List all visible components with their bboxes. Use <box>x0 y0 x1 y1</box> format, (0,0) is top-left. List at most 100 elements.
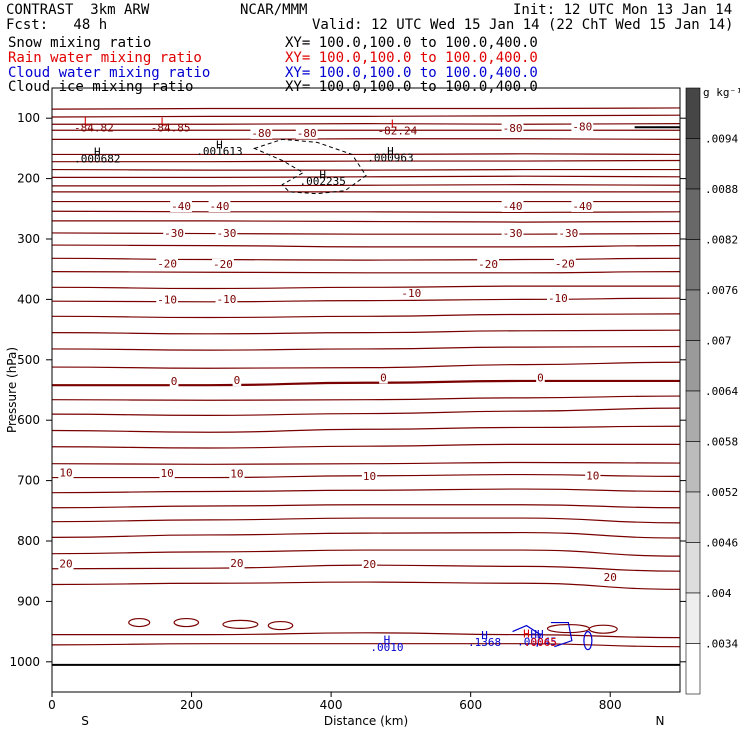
colorbar-units: g kg⁻¹ <box>703 86 740 99</box>
isotherm-line <box>51 517 681 524</box>
contour-label-bg <box>58 467 74 479</box>
isotherm-line <box>51 632 681 639</box>
isotherm-line <box>51 107 681 110</box>
legend-cloud-water-name: Cloud water mixing ratio <box>8 65 211 81</box>
south-label: S <box>81 714 89 728</box>
colorbar-swatch <box>685 441 701 493</box>
isotherm-contours <box>51 107 681 666</box>
contour-label-bg <box>250 127 273 139</box>
contour-label: 0 <box>380 372 387 385</box>
contour-label: .00045 <box>517 635 557 648</box>
contour-label: -80 <box>572 120 592 133</box>
colorbar-tick-label: .0076 <box>705 284 738 297</box>
contour-label-bg <box>232 374 242 386</box>
colorbar-tick-label: .0046 <box>705 537 738 550</box>
contour-label: -10 <box>217 293 237 306</box>
contour-label: H <box>216 138 223 151</box>
isotherm-line <box>51 257 681 261</box>
contour-label-bg <box>212 258 234 270</box>
contour-label: H <box>94 146 101 159</box>
isotherm-line <box>51 285 680 290</box>
contour-label-bg <box>400 287 423 299</box>
isotherm-line <box>52 184 681 187</box>
x-tick-label: 400 <box>320 698 343 712</box>
isotherm-line <box>51 297 681 303</box>
legend-cloud-ice-name: Cloud ice mixing ratio <box>8 79 194 95</box>
isotherm-line <box>51 271 681 274</box>
y-tick-label: 900 <box>17 594 40 608</box>
contour-label-bg <box>229 557 245 569</box>
x-tick-label: 600 <box>459 698 482 712</box>
contour-label-bg <box>208 201 231 213</box>
north-label: N <box>656 714 665 728</box>
contour-label-bg <box>169 376 179 388</box>
colorbar-swatch <box>685 87 701 139</box>
plot-frame <box>51 87 681 693</box>
contour-label-bg <box>553 258 576 270</box>
contour-label: -80 <box>251 127 271 140</box>
contour-label-bg <box>215 228 238 240</box>
legend-cloud-water-xy: XY= 100.0,100.0 to 100.0,400.0 <box>285 65 538 81</box>
legend-snow-xy: XY= 100.0,100.0 to 100.0,400.0 <box>285 35 538 51</box>
colorbar-swatch <box>685 491 701 543</box>
isotherm-line <box>51 643 681 648</box>
contour-label: L <box>391 117 398 130</box>
contour-label: HH <box>530 628 543 641</box>
isotherm-line <box>52 379 680 387</box>
center-title: NCAR/MMM <box>240 2 308 18</box>
x-tick-label: 800 <box>599 698 622 712</box>
contour-label-bg <box>557 228 580 240</box>
contour-label: 10 <box>161 467 174 480</box>
x-tick-label: 200 <box>180 698 203 712</box>
y-tick-label: 100 <box>17 111 40 125</box>
isotherm-line <box>51 488 681 494</box>
legend-rain-xy: XY= 100.0,100.0 to 100.0,400.0 <box>285 50 538 66</box>
y-tick-label: 200 <box>17 172 40 186</box>
contour-label: -30 <box>503 227 523 240</box>
isotherm-line <box>51 407 681 416</box>
contour-label-bg <box>571 121 594 133</box>
contour-label-bg <box>170 201 192 213</box>
colorbar-swatch <box>685 542 701 594</box>
y-tick-label: 300 <box>17 232 40 246</box>
contour-label: 20 <box>230 557 243 570</box>
contour-label: .002235 <box>300 175 346 188</box>
contour-label: -80 <box>297 127 317 140</box>
valid-time: Valid: 12 UTC Wed 15 Jan 14 (22 ChT Wed … <box>312 17 734 33</box>
contour-label: -82.24 <box>378 125 418 138</box>
colorbar-tick-label: .0082 <box>705 234 738 247</box>
colorbar-tick-label: .004 <box>705 587 732 600</box>
colorbar-swatch <box>685 340 701 392</box>
colorbar-tick-label: .0094 <box>705 133 738 146</box>
isotherm-line <box>51 395 681 401</box>
contour-label-bg <box>536 372 545 384</box>
contour-label: .001613 <box>196 145 242 158</box>
contour-label: 20 <box>604 571 617 584</box>
colorbar-swatch <box>685 239 701 291</box>
contour-label: -40 <box>210 200 230 213</box>
contour-label: -40 <box>572 200 592 213</box>
colorbar-tick-label: .0088 <box>705 183 738 196</box>
colorbar-tick-label: .0064 <box>705 385 738 398</box>
isotherm-line <box>51 313 681 319</box>
contour-label: H <box>523 628 530 641</box>
contour-label: H <box>387 145 394 158</box>
legend-rain-name: Rain water mixing ratio <box>8 50 202 66</box>
contour-label: H <box>384 634 391 647</box>
forecast-hour: Fcst: 48 h <box>6 17 108 33</box>
contour-label: 0 <box>537 372 544 385</box>
colorbar-swatch <box>685 643 701 695</box>
isotherm-line <box>51 504 681 509</box>
contour-label: 20 <box>59 558 72 571</box>
low-cloud-contour <box>588 624 618 634</box>
contour-label: 0 <box>171 375 178 388</box>
contour-label: 10 <box>230 468 243 481</box>
contour-label-bg <box>602 571 618 583</box>
x-tick-label: 0 <box>48 698 56 712</box>
snow-contour <box>252 138 367 195</box>
colorbar-swatch <box>685 188 701 240</box>
contour-label-bg <box>163 228 186 240</box>
isotherm-line <box>52 220 681 223</box>
contour-label-bg <box>295 127 318 139</box>
contour-label-bg <box>546 292 569 304</box>
